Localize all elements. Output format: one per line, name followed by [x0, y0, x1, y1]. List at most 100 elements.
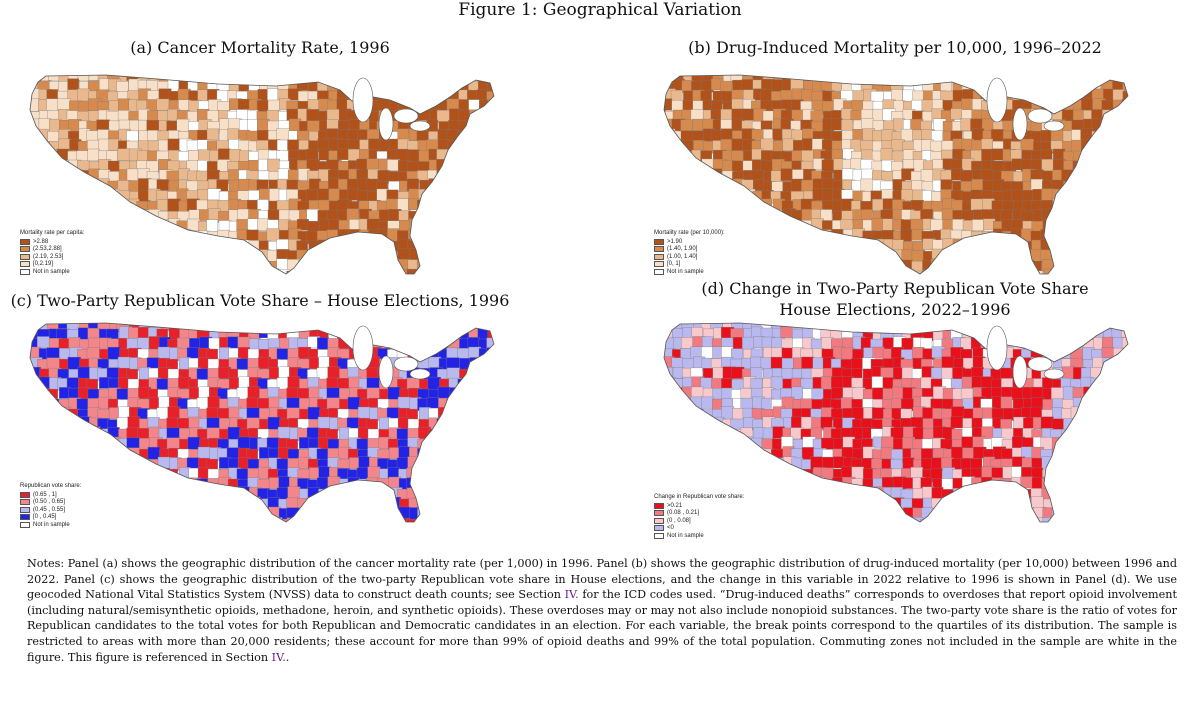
- us-outline: [29, 74, 495, 275]
- zone-cell: [773, 478, 785, 491]
- zone-cell: [478, 426, 491, 440]
- zone-cell: [486, 498, 494, 512]
- legend-label: [0 , 0.45]: [33, 514, 57, 521]
- zone-cell: [437, 517, 450, 522]
- zone-cell: [426, 270, 440, 274]
- zone-cell: [467, 447, 480, 460]
- zone-cell: [178, 259, 192, 273]
- zone-cell: [189, 238, 203, 252]
- zone-cell: [337, 488, 350, 501]
- legend-swatch: [20, 253, 30, 260]
- zone-cell: [156, 517, 170, 522]
- zone-cell: [429, 477, 443, 490]
- zone-cell: [437, 250, 449, 262]
- zone-cell: [468, 517, 481, 522]
- zone-cell: [227, 128, 240, 142]
- zone-cell: [771, 496, 785, 509]
- zone-cell: [992, 498, 1005, 511]
- zone-cell: [770, 356, 784, 369]
- zone-cell: [1112, 110, 1125, 124]
- zone-cell: [428, 198, 442, 212]
- zone-cell: [466, 269, 479, 274]
- zone-cell: [458, 416, 472, 429]
- zone-cell: [1110, 238, 1124, 252]
- zone-cell: [67, 78, 79, 91]
- zone-cell: [792, 508, 805, 522]
- zone-cell: [76, 398, 89, 411]
- zone-cell: [664, 75, 665, 82]
- zone-cell: [842, 323, 856, 330]
- zone-cell: [86, 447, 100, 461]
- zone-cell: [467, 240, 480, 255]
- legend-swatch: [654, 510, 664, 517]
- zone-cell: [690, 477, 703, 489]
- zone-cell: [690, 178, 703, 191]
- zone-cell: [722, 180, 734, 194]
- zone-cell: [1123, 516, 1128, 522]
- zone-cell: [1041, 327, 1054, 340]
- us-outline: [663, 322, 1129, 523]
- zone-cell: [780, 469, 793, 483]
- zone-cell: [427, 218, 441, 232]
- zone-cell: [457, 378, 470, 392]
- zone-cell: [198, 518, 211, 522]
- section-link-2[interactable]: IV.: [271, 650, 286, 664]
- zone-cell: [98, 269, 110, 274]
- zone-cell: [722, 448, 735, 462]
- zone-cell: [317, 250, 329, 264]
- zone-cell: [329, 271, 343, 274]
- zone-cell: [1100, 120, 1113, 132]
- zone-cell: [18, 319, 29, 331]
- zone-cell: [146, 467, 160, 481]
- zone-cell: [664, 160, 676, 174]
- zone-cell: [347, 269, 360, 274]
- zone-cell: [1082, 75, 1095, 83]
- zone-cell: [1091, 323, 1105, 330]
- zone-cell: [478, 208, 492, 221]
- zone-cell: [722, 190, 735, 203]
- panel-c-legend: Republican vote share: (0.65 , 1] (0.50 , …: [20, 482, 81, 529]
- zone-cell: [821, 323, 835, 329]
- zone-cell: [952, 219, 965, 231]
- zone-cell: [417, 468, 430, 481]
- zone-cell: [277, 75, 291, 82]
- zone-cell: [664, 191, 675, 203]
- zone-cell: [398, 78, 413, 91]
- zone-cell: [166, 238, 180, 252]
- zone-cell: [417, 98, 431, 112]
- zone-cell: [138, 258, 152, 271]
- zone-cell: [702, 439, 715, 452]
- zone-cell: [147, 269, 160, 274]
- legend-item: (1.00, 1.40]: [654, 253, 725, 261]
- zone-cell: [248, 75, 262, 80]
- zone-cell: [467, 251, 480, 263]
- zone-cell: [743, 448, 756, 461]
- zone-cell: [761, 469, 774, 483]
- zone-cell: [449, 180, 463, 193]
- legend-swatch: [654, 517, 664, 524]
- zone-cell: [982, 488, 997, 501]
- zone-cell: [18, 438, 30, 450]
- zone-cell: [447, 168, 461, 182]
- zone-cell: [30, 139, 42, 151]
- zone-cell: [30, 200, 42, 214]
- zone-cell: [306, 230, 318, 243]
- zone-cell: [346, 323, 359, 330]
- section-link-1[interactable]: IV.: [564, 588, 579, 602]
- zone-cell: [86, 271, 99, 274]
- zone-cell: [1070, 497, 1083, 511]
- zone-cell: [831, 229, 843, 243]
- zone-cell: [98, 138, 111, 152]
- zone-cell: [1042, 79, 1056, 92]
- zone-cell: [863, 323, 876, 331]
- zone-cell: [962, 447, 974, 460]
- zone-cell: [407, 456, 421, 470]
- zone-cell: [87, 148, 100, 162]
- zone-cell: [1051, 328, 1064, 342]
- zone-cell: [781, 358, 794, 370]
- zone-cell: [477, 376, 491, 390]
- zone-cell: [359, 238, 373, 251]
- zone-cell: [339, 268, 353, 274]
- zone-cell: [1072, 160, 1085, 174]
- zone-cell: [30, 368, 31, 381]
